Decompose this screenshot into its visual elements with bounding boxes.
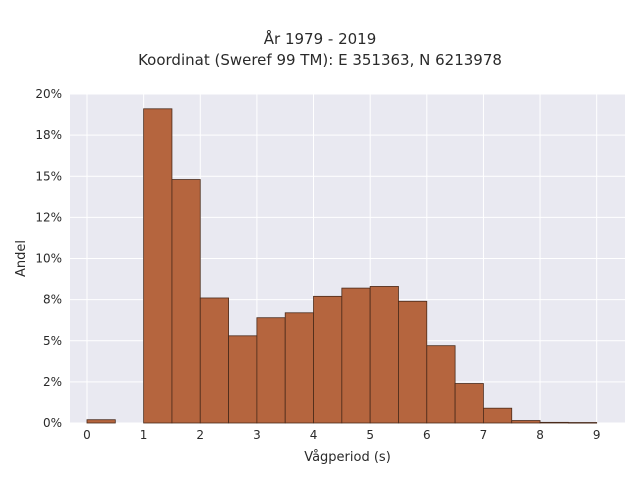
histogram-bar [284,312,314,424]
x-tick-label: 6 [423,428,431,442]
histogram-bar [454,383,484,424]
x-tick-label: 8 [536,428,544,442]
chart-title-line-1: År 1979 - 2019 [263,30,377,48]
x-tick-label: 1 [140,428,148,442]
histogram-bar [171,179,201,424]
y-tick-label: 2% [43,375,62,389]
x-tick-label: 5 [366,428,374,442]
histogram-bar [228,335,258,424]
y-tick-label: 5% [43,334,62,348]
histogram-bar [199,297,229,424]
y-tick-label: 12% [35,210,62,224]
x-tick-label: 2 [196,428,204,442]
y-tick-label: 0% [43,416,62,430]
histogram-bar [341,287,371,424]
y-tick-label: 20% [35,87,62,101]
y-tick-label: 8% [43,293,62,307]
histogram-bar [256,317,286,424]
histogram-bar [369,286,399,424]
histogram-bar [539,421,569,424]
histogram-bar [143,108,173,424]
histogram-bar [483,407,513,424]
y-tick-label: 10% [35,252,62,266]
histogram-bar [567,422,598,424]
histogram-bar [313,295,343,424]
histogram-bar [398,300,428,424]
x-tick-label: 0 [83,428,91,442]
histogram-bar [426,345,456,424]
x-tick-label: 3 [253,428,261,442]
x-tick-label: 9 [593,428,601,442]
x-axis-ticks: 0 1 2 3 4 5 6 7 8 9 [83,428,600,442]
x-axis-label: Vågperiod (s) [304,450,391,465]
histogram-bar [86,419,116,424]
chart-title-line-2: Koordinat (Sweref 99 TM): E 351363, N 62… [138,51,502,69]
histogram-bars [86,108,598,424]
y-tick-label: 18% [35,128,62,142]
y-tick-label: 15% [35,169,62,183]
y-axis-label: Andel [14,240,29,277]
histogram-bar [511,420,541,424]
x-tick-label: 4 [310,428,318,442]
y-axis-ticks: 0% 2% 5% 8% 10% 12% 15% 18% 20% [35,87,62,430]
x-tick-label: 7 [480,428,488,442]
